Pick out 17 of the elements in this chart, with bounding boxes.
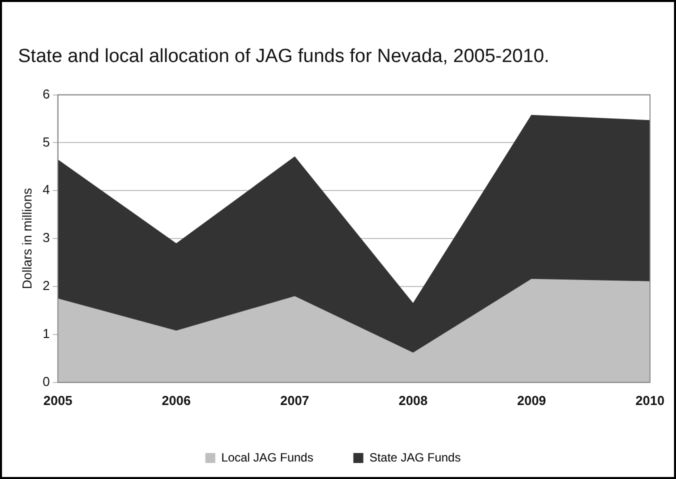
x-tick-label: 2010	[636, 392, 664, 408]
chart-title: State and local allocation of JAG funds for Nevada, 2005-2010.	[18, 46, 550, 68]
x-tick-label: 2007	[280, 392, 310, 408]
legend-label: State JAG Funds	[369, 450, 461, 464]
legend-label: Local JAG Funds	[221, 450, 314, 464]
x-tick-label: 2005	[43, 392, 72, 408]
y-tick-label: 6	[42, 86, 50, 102]
x-tick-label: 2006	[162, 392, 191, 408]
y-tick-label: 0	[42, 374, 50, 389]
y-axis-title: Dollars in millions	[19, 188, 34, 290]
y-tick-label: 2	[42, 278, 50, 294]
y-tick-label: 4	[42, 182, 50, 198]
x-tick-label: 2008	[398, 392, 428, 408]
x-tick-label: 2009	[517, 392, 546, 408]
y-tick-label: 3	[42, 230, 50, 246]
y-tick-label: 5	[42, 134, 50, 150]
y-tick-label: 1	[42, 326, 50, 342]
